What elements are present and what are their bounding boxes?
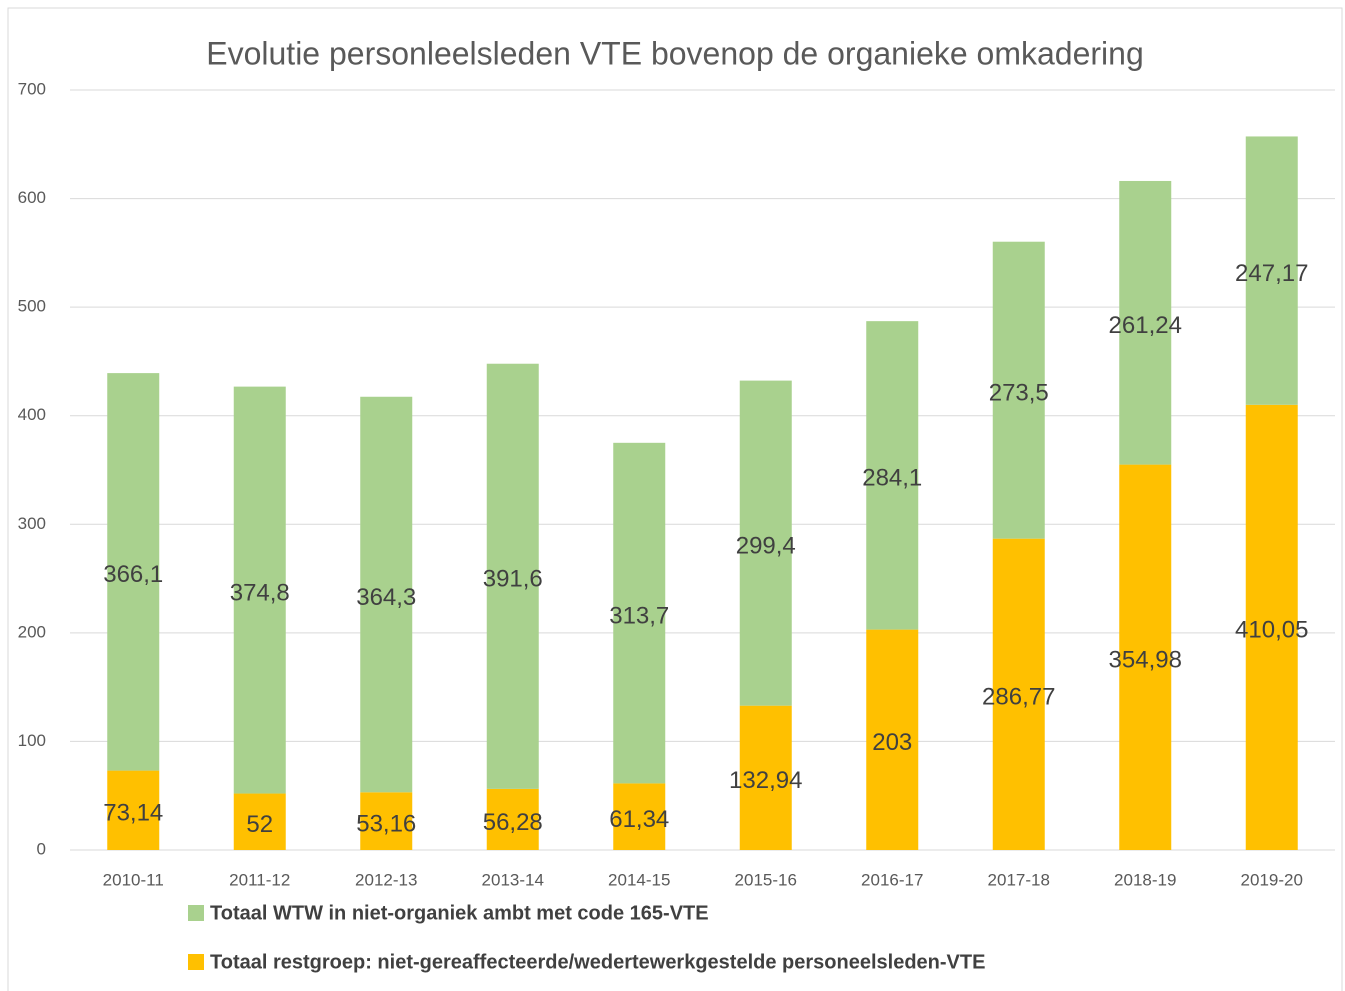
bar-segment [486, 788, 539, 850]
y-tick-label: 300 [18, 514, 46, 533]
data-label: 354,98 [1109, 647, 1182, 674]
bar-segment [1245, 136, 1298, 405]
bar-segment [866, 629, 919, 850]
y-tick-label: 700 [18, 79, 46, 98]
bar-segment [107, 373, 160, 771]
bar-segment [613, 442, 666, 784]
data-label: 299,4 [736, 532, 796, 559]
x-tick-label: 2015-16 [735, 870, 797, 889]
bar-segment [739, 705, 792, 850]
x-tick-label: 2019-20 [1241, 870, 1303, 889]
x-tick-label: 2010-11 [103, 870, 164, 889]
x-tick-label: 2018-19 [1114, 870, 1176, 889]
bar-segment [992, 241, 1045, 539]
bar-segment [486, 363, 539, 789]
data-label: 374,8 [230, 579, 290, 606]
x-tick-label: 2014-15 [608, 870, 670, 889]
chart-title: Evolutie personleelsleden VTE bovenop de… [206, 35, 1144, 71]
y-tick-label: 500 [18, 297, 46, 316]
data-label: 364,3 [356, 584, 416, 611]
data-label: 56,28 [483, 809, 543, 836]
legend-label: Totaal WTW in niet-organiek ambt met cod… [210, 902, 709, 924]
data-label: 391,6 [483, 566, 543, 593]
data-label: 286,77 [982, 684, 1055, 711]
bar-segment [613, 783, 666, 850]
x-tick-label: 2016-17 [861, 870, 923, 889]
x-tick-label: 2017-18 [988, 870, 1050, 889]
bar-segment [992, 538, 1045, 850]
data-label: 247,17 [1235, 260, 1308, 287]
x-tick-label: 2012-13 [355, 870, 417, 889]
y-tick-label: 100 [18, 731, 46, 750]
data-label: 203 [872, 729, 912, 756]
bar-segment [866, 321, 919, 630]
y-tick-label: 600 [18, 188, 46, 207]
data-label: 53,16 [356, 810, 416, 837]
data-label: 132,94 [729, 767, 802, 794]
data-label: 73,14 [103, 800, 163, 827]
bar-segment [360, 792, 413, 850]
legend-swatch [188, 954, 204, 970]
data-label: 284,1 [862, 465, 922, 492]
bar-segment [360, 396, 413, 793]
bar-segment [739, 380, 792, 706]
x-tick-label: 2013-14 [482, 870, 544, 889]
bar-segment [1119, 464, 1172, 850]
bar-segment [233, 793, 286, 850]
data-label: 366,1 [103, 561, 163, 588]
legend-label: Totaal restgroep: niet-gereaffecteerde/w… [210, 951, 985, 973]
y-tick-label: 200 [18, 622, 46, 641]
y-tick-label: 0 [37, 839, 46, 858]
x-tick-label: 2011-12 [229, 870, 290, 889]
y-tick-label: 400 [18, 405, 46, 424]
data-label: 313,7 [609, 602, 669, 629]
bar-segment [1245, 404, 1298, 850]
bar-segment [233, 386, 286, 794]
data-label: 410,05 [1235, 617, 1308, 644]
bar-segment [1119, 180, 1172, 465]
legend-swatch [188, 905, 204, 921]
data-label: 52 [246, 811, 273, 838]
bar-segment [107, 770, 160, 850]
data-label: 273,5 [989, 380, 1049, 407]
data-label: 61,34 [609, 806, 669, 833]
data-label: 261,24 [1109, 312, 1182, 339]
